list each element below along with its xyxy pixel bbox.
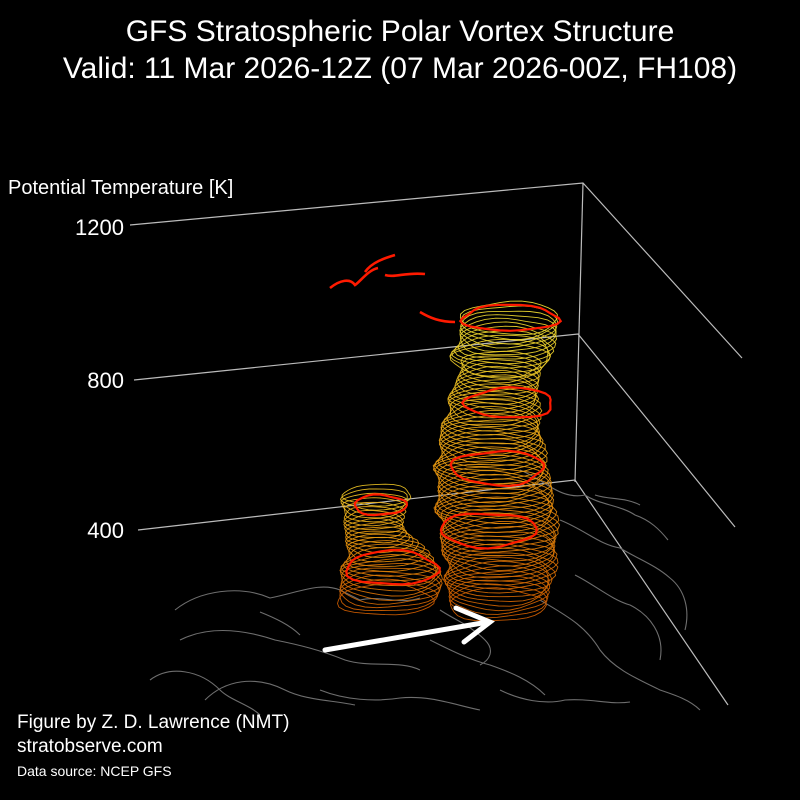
website-link[interactable]: stratobserve.com xyxy=(17,736,163,757)
vortex-isoline xyxy=(436,496,558,537)
vortex-isoline xyxy=(346,536,425,563)
vortex-isoline xyxy=(348,540,431,567)
vortex-isoline xyxy=(440,409,539,445)
z-tick-label: 1200 xyxy=(75,215,124,240)
vortex-isoline xyxy=(340,567,443,602)
vortex-isoline xyxy=(459,317,557,353)
axis-box-vertical-back xyxy=(574,182,584,483)
vortex-isoline xyxy=(432,446,544,485)
vortex-isoline xyxy=(434,442,547,481)
vortex-isoline xyxy=(459,321,558,356)
vortex-isoline xyxy=(446,543,559,582)
vortex-isoline xyxy=(339,554,439,587)
axis-box-top xyxy=(129,182,743,359)
z-tick-label: 800 xyxy=(87,368,124,393)
chart-title: GFS Stratospheric Polar Vortex Structure xyxy=(125,15,675,48)
vortex-edge-contour xyxy=(439,512,539,550)
vortex-isoline xyxy=(455,365,540,396)
displacement-arrow xyxy=(322,605,495,653)
vortex-isoline xyxy=(339,558,442,592)
vortex-isoline xyxy=(454,369,539,400)
axis-box-line-800 xyxy=(133,333,736,528)
vortex-isoline xyxy=(440,500,560,542)
vortex-isoline xyxy=(438,423,542,460)
vortex-isoline xyxy=(337,583,435,616)
vortex-isoline xyxy=(343,509,404,531)
vortex-isoline xyxy=(449,343,551,378)
vortex-isoline xyxy=(341,562,443,597)
vortex-isoline xyxy=(460,310,558,345)
vortex-isoline xyxy=(453,330,555,365)
vortex-isoline xyxy=(341,483,412,507)
vortex-isoline xyxy=(434,483,554,524)
vortex-isoline xyxy=(438,426,544,464)
vortex-edge-contour xyxy=(353,493,409,517)
vortex-isoline xyxy=(441,525,556,567)
vortex-isoline xyxy=(438,473,554,514)
vortex-isoline xyxy=(344,517,405,539)
vortex-isoline xyxy=(437,438,548,476)
vortex-isoline xyxy=(434,454,549,495)
vortex-isoline xyxy=(449,395,543,428)
vortex-edge-contour xyxy=(449,449,546,488)
vortex-isoline xyxy=(437,459,551,499)
vortex-edge-contour xyxy=(460,386,552,419)
vortex-isoline xyxy=(339,488,408,511)
vortex-isoline xyxy=(343,506,405,527)
vortex-isoline xyxy=(345,522,408,544)
vortex-isoline xyxy=(345,526,411,549)
vortex-isoline xyxy=(441,405,539,440)
vortex-lobe xyxy=(337,483,443,616)
vortex-isoline xyxy=(439,430,546,468)
vortex-isoline xyxy=(446,398,542,432)
vortex-isoline xyxy=(443,539,558,579)
vortex-isoline xyxy=(459,358,541,388)
vortex-isoline xyxy=(451,334,551,369)
z-tick-label: 400 xyxy=(87,518,124,543)
z-axis-label: Potential Temperature [K] xyxy=(8,177,233,199)
vortex-isoline xyxy=(459,314,557,349)
vortex-isoline xyxy=(447,383,537,415)
vortex-isoline xyxy=(342,547,437,577)
vortex-isoline xyxy=(434,492,554,533)
vortex-isoline xyxy=(345,533,420,558)
vortex-isoline xyxy=(448,575,550,612)
axis-box-line-400 xyxy=(137,479,729,706)
vortex-isoline xyxy=(443,402,541,436)
vortex-isoline xyxy=(344,501,407,523)
vortex-edge-contour xyxy=(345,548,441,586)
vortex-isoline xyxy=(437,466,552,508)
vortex-isoline xyxy=(444,565,550,602)
data-source: Data source: NCEP GFS xyxy=(17,763,172,779)
figure-credit: Figure by Z. D. Lawrence (NMT) xyxy=(17,712,290,733)
vortex-isoline xyxy=(459,300,558,336)
vortex-isoline xyxy=(341,497,408,519)
coastline-map xyxy=(149,469,701,716)
vortex-isoline xyxy=(437,470,553,511)
vortex-edge-fragments xyxy=(329,253,456,324)
vortex-isoline xyxy=(447,387,540,419)
vortex-isoline xyxy=(443,556,553,594)
vortex-edge-contour xyxy=(458,303,563,332)
vortex-isoline xyxy=(438,463,552,504)
chart-subtitle: Valid: 11 Mar 2026-12Z (07 Mar 2026-00Z,… xyxy=(62,52,738,85)
vortex-isoline xyxy=(339,574,440,609)
vortex-isoline xyxy=(447,547,559,586)
vortex-isoline xyxy=(446,570,551,607)
vortex-isoline xyxy=(441,433,549,471)
vortex-isoline xyxy=(448,579,549,615)
